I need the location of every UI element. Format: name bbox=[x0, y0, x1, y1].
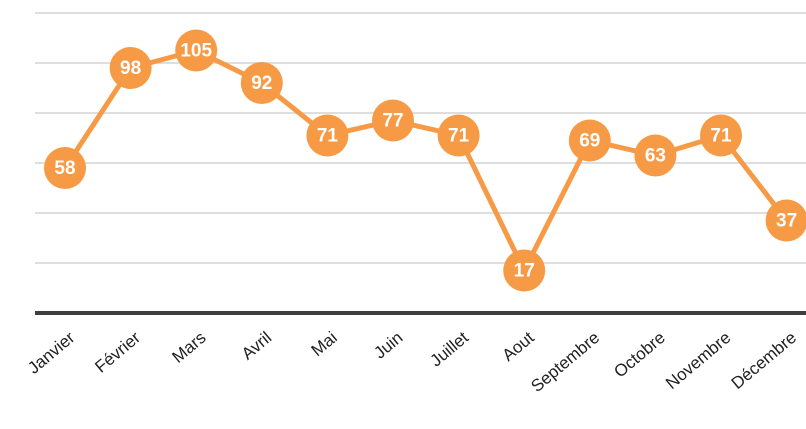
data-label: 105 bbox=[180, 41, 212, 62]
marker bbox=[372, 99, 414, 142]
marker bbox=[503, 249, 546, 292]
marker bbox=[765, 199, 806, 242]
x-tick-label: Juillet bbox=[427, 328, 473, 371]
x-tick-label: Mars bbox=[168, 328, 209, 367]
data-label: 17 bbox=[514, 261, 535, 282]
data-label: 63 bbox=[645, 146, 666, 167]
line bbox=[62, 48, 789, 273]
marker bbox=[109, 47, 152, 89]
marker bbox=[437, 114, 480, 157]
data-label: 92 bbox=[251, 73, 272, 94]
x-tick-label: Aout bbox=[499, 328, 538, 365]
marker bbox=[700, 114, 742, 157]
x-tick-label: Février bbox=[91, 328, 144, 377]
x-tick-label: Septembre bbox=[527, 328, 603, 396]
marker bbox=[175, 29, 218, 72]
x-tick-label: Avril bbox=[238, 328, 275, 364]
x-tick-label: Juin bbox=[370, 328, 406, 363]
data-label: 71 bbox=[317, 126, 339, 147]
data-label: 37 bbox=[776, 211, 797, 232]
data-label: 77 bbox=[382, 111, 403, 132]
data-label: 71 bbox=[448, 126, 470, 147]
marker bbox=[634, 134, 677, 177]
data-label: 71 bbox=[710, 126, 732, 147]
data-label: 69 bbox=[579, 131, 600, 152]
x-tick-label: Janvier bbox=[24, 328, 78, 378]
marker bbox=[44, 147, 86, 189]
data-label: 58 bbox=[54, 158, 75, 179]
data-label: 98 bbox=[120, 58, 141, 79]
x-tick-label: Novembre bbox=[662, 328, 734, 393]
marker bbox=[306, 114, 349, 157]
marker bbox=[568, 119, 611, 162]
x-tick-label: Décembre bbox=[728, 328, 800, 393]
marker bbox=[240, 62, 283, 104]
x-tick-label: Octobre bbox=[610, 328, 669, 381]
x-tick-label: Mai bbox=[308, 328, 341, 360]
